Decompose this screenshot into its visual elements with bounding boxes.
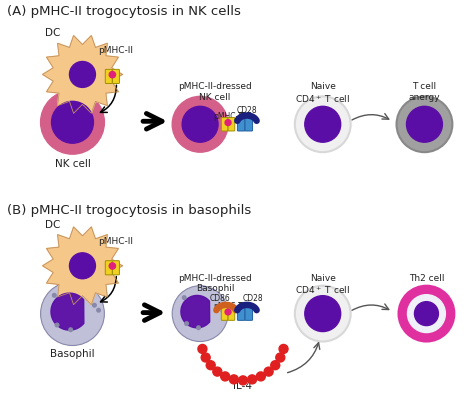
Circle shape xyxy=(206,361,215,370)
Circle shape xyxy=(70,61,95,87)
Circle shape xyxy=(185,322,188,325)
Circle shape xyxy=(295,97,351,152)
Text: CD86: CD86 xyxy=(210,294,230,303)
Text: IL-4: IL-4 xyxy=(234,381,253,391)
Circle shape xyxy=(97,308,100,312)
Text: pMHC-II-dressed
NK cell: pMHC-II-dressed NK cell xyxy=(178,82,252,102)
FancyBboxPatch shape xyxy=(245,118,253,131)
Polygon shape xyxy=(181,295,210,328)
FancyBboxPatch shape xyxy=(112,69,119,84)
Circle shape xyxy=(70,253,95,279)
FancyBboxPatch shape xyxy=(237,307,245,320)
Circle shape xyxy=(397,97,452,152)
Circle shape xyxy=(172,286,228,341)
Text: T cell
anergy: T cell anergy xyxy=(409,82,440,102)
Circle shape xyxy=(408,295,446,332)
Circle shape xyxy=(256,372,265,381)
FancyBboxPatch shape xyxy=(228,118,235,131)
Circle shape xyxy=(172,97,228,152)
Circle shape xyxy=(229,375,238,384)
Circle shape xyxy=(197,326,201,330)
Text: (A) pMHC-II trogocytosis in NK cells: (A) pMHC-II trogocytosis in NK cells xyxy=(7,5,240,18)
Text: DC: DC xyxy=(45,220,60,230)
Circle shape xyxy=(276,353,285,362)
Circle shape xyxy=(279,345,288,354)
FancyBboxPatch shape xyxy=(105,261,112,275)
Circle shape xyxy=(264,367,273,376)
Text: Basophil: Basophil xyxy=(50,349,95,360)
Text: TCR: TCR xyxy=(237,112,252,121)
Circle shape xyxy=(414,302,438,326)
Circle shape xyxy=(399,286,455,341)
Circle shape xyxy=(238,376,247,385)
Text: Naive
CD4$^+$ T cell: Naive CD4$^+$ T cell xyxy=(295,82,350,105)
Circle shape xyxy=(225,309,231,315)
Circle shape xyxy=(55,323,59,327)
Circle shape xyxy=(218,305,221,308)
Text: pMHC-II-dressed
Basophil: pMHC-II-dressed Basophil xyxy=(178,274,252,293)
Circle shape xyxy=(305,296,341,332)
Circle shape xyxy=(109,72,116,78)
Circle shape xyxy=(41,282,104,345)
Polygon shape xyxy=(51,293,84,330)
Text: pMHC-II: pMHC-II xyxy=(213,112,243,121)
FancyBboxPatch shape xyxy=(245,307,253,320)
Text: (B) pMHC-II trogocytosis in basophils: (B) pMHC-II trogocytosis in basophils xyxy=(7,204,251,217)
Circle shape xyxy=(182,296,186,299)
FancyBboxPatch shape xyxy=(221,118,228,131)
Text: NK cell: NK cell xyxy=(55,159,91,169)
Text: Th2 cell: Th2 cell xyxy=(409,274,444,283)
Circle shape xyxy=(41,90,104,154)
Text: pMHC-II: pMHC-II xyxy=(98,237,133,246)
Circle shape xyxy=(225,120,231,126)
Circle shape xyxy=(182,106,218,142)
Polygon shape xyxy=(43,227,122,305)
FancyBboxPatch shape xyxy=(221,307,228,320)
Circle shape xyxy=(221,372,229,381)
Circle shape xyxy=(198,345,207,354)
Circle shape xyxy=(305,106,341,142)
Circle shape xyxy=(221,309,225,312)
FancyBboxPatch shape xyxy=(112,261,119,275)
Text: pMHC-II: pMHC-II xyxy=(213,302,243,311)
FancyBboxPatch shape xyxy=(105,69,112,84)
Circle shape xyxy=(92,303,96,307)
FancyBboxPatch shape xyxy=(237,118,245,131)
Circle shape xyxy=(69,328,73,332)
Circle shape xyxy=(407,106,442,142)
Text: CD28: CD28 xyxy=(237,106,257,115)
Circle shape xyxy=(201,353,210,362)
Text: pMHC-II: pMHC-II xyxy=(98,46,133,55)
Circle shape xyxy=(53,294,56,297)
Text: TCR: TCR xyxy=(237,302,252,311)
Polygon shape xyxy=(43,36,122,113)
Text: Naive
CD4$^+$ T cell: Naive CD4$^+$ T cell xyxy=(295,274,350,297)
FancyBboxPatch shape xyxy=(228,307,235,320)
Circle shape xyxy=(213,367,222,376)
Circle shape xyxy=(295,286,351,341)
Text: CD28: CD28 xyxy=(243,294,263,303)
Circle shape xyxy=(109,263,116,269)
Circle shape xyxy=(52,101,93,143)
Text: DC: DC xyxy=(45,27,60,38)
Circle shape xyxy=(247,375,256,384)
Circle shape xyxy=(271,361,280,370)
